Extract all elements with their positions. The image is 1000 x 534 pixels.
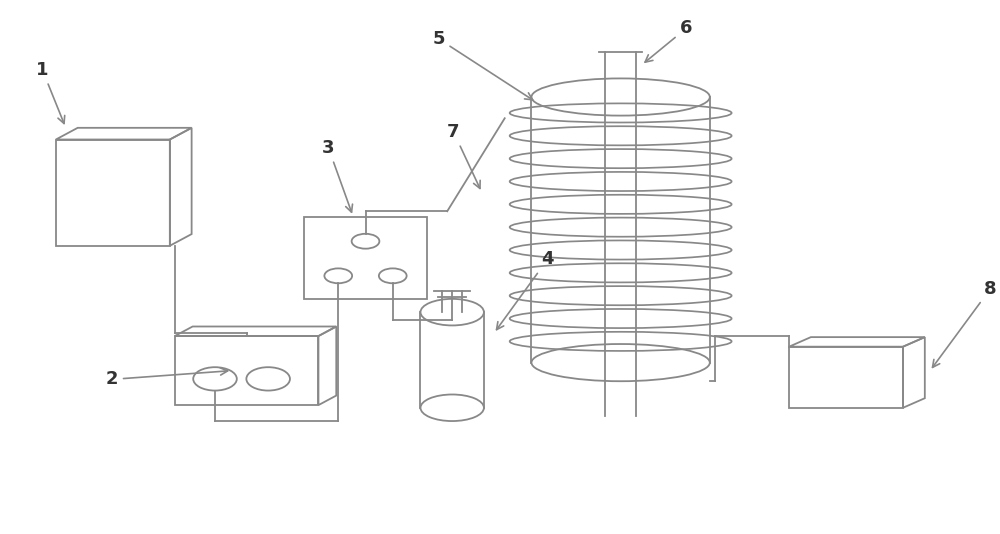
Text: 3: 3 (322, 139, 353, 212)
Text: 5: 5 (432, 30, 533, 100)
Text: 2: 2 (105, 368, 228, 388)
Text: 7: 7 (447, 123, 480, 189)
Text: 1: 1 (36, 61, 65, 123)
Text: 8: 8 (933, 280, 997, 367)
Text: 4: 4 (497, 250, 554, 329)
Text: 6: 6 (645, 19, 693, 62)
